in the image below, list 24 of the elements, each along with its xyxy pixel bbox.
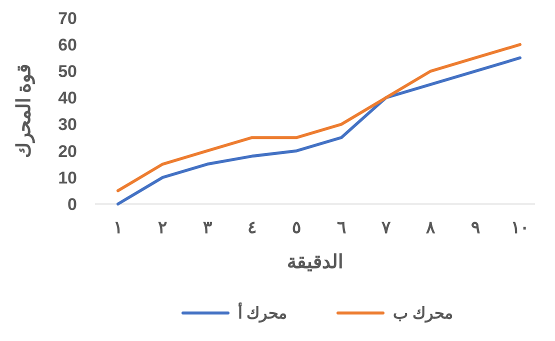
y-tick-label: 20 [58, 142, 77, 161]
x-tick-label: ٥ [292, 218, 302, 237]
x-tick-label: ١٠ [511, 218, 529, 237]
x-tick-label: ٦ [336, 218, 346, 237]
line-series [116, 56, 522, 206]
x-tick-label: ٣ [202, 218, 212, 237]
x-tick-label: ٢ [158, 218, 168, 237]
y-tick-label: 10 [58, 168, 77, 188]
y-axis-title: قوة المحرك [14, 64, 35, 158]
y-tick-label: 40 [58, 88, 77, 108]
x-tick-label: ٧ [380, 218, 392, 237]
x-axis-title: الدقيقة [287, 252, 343, 273]
x-tick-label: ٨ [425, 218, 436, 237]
x-tick-label: ٩ [470, 218, 480, 237]
x-tick-label: ٤ [248, 218, 256, 237]
y-tick-label: 30 [58, 115, 77, 134]
x-tick-label: ١ [114, 218, 122, 237]
y-tick-label: 60 [58, 36, 77, 55]
line-series [116, 43, 522, 192]
y-tick-label: 70 [58, 8, 77, 28]
legend-label: محرك أ [238, 302, 288, 324]
y-tick-label: 50 [58, 62, 77, 82]
y-tick-label: 0 [68, 194, 77, 214]
legend-label: محرك ب [393, 306, 454, 324]
